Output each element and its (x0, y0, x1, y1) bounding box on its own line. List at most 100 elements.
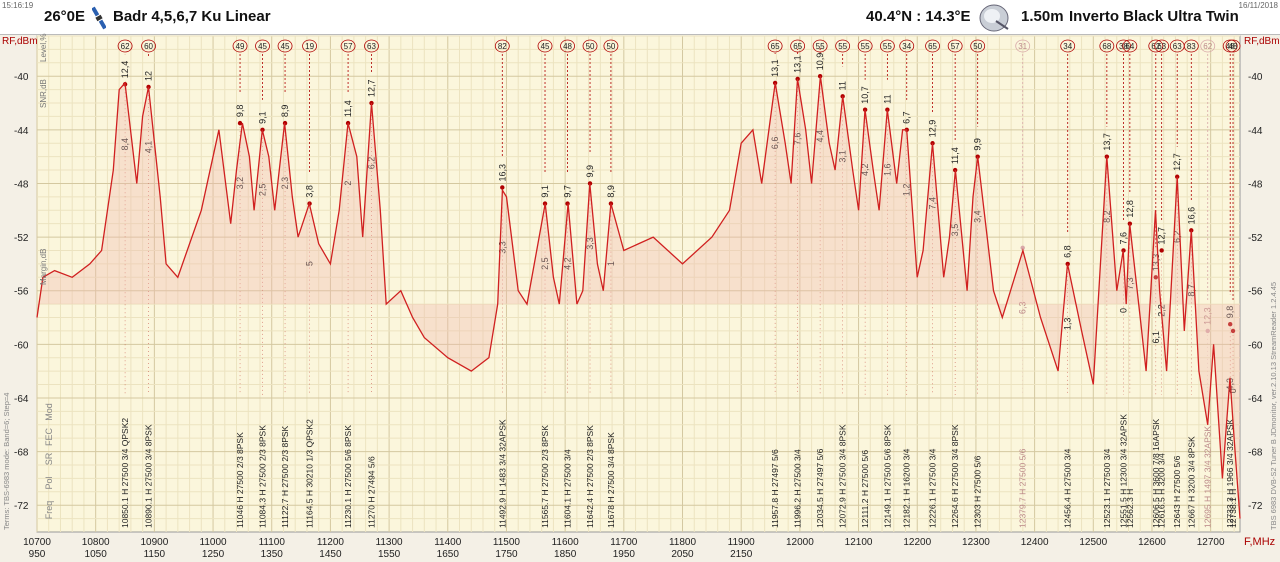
carrier-info: 12733.3 H 1966 3/4 32APSK (1225, 419, 1235, 528)
level-badge (835, 39, 851, 53)
margin-axis-label: Margin,dB (39, 249, 48, 285)
level-value: 19 (305, 42, 314, 51)
carrier: 62 12,3 12695 H 1497 3/4 32APSK (1200, 39, 1216, 528)
margin-value: 4,4 (815, 130, 825, 143)
if-tick-label: 1150 (144, 549, 166, 560)
row-label: Freq (44, 501, 54, 520)
row-label: FEC (44, 427, 54, 446)
margin-value: 7,3 (1125, 277, 1135, 290)
level-badge (1122, 39, 1138, 53)
snr-value: 13,7 (1102, 133, 1112, 151)
y-tick-label: -48 (14, 179, 29, 190)
date-label: 16/11/2018 (1238, 1, 1278, 10)
level-badge (899, 39, 915, 53)
carrier-info: 12643 H 27500 5/6 (1172, 455, 1182, 528)
x-tick-label: 11700 (610, 537, 638, 548)
carrier-peak (1228, 322, 1233, 327)
snr-value: 9,7 (563, 185, 573, 198)
snr-value: 13,1 (770, 59, 780, 77)
carrier-info: 10850.1 H 27500 3/4 QPSK2 (120, 418, 130, 528)
carrier: 48 9,7 4,2 11604.1 H 27500 3/4 (560, 39, 575, 528)
if-tick-label: 1250 (202, 549, 225, 560)
level-value: 60 (144, 42, 153, 51)
y-tick-label-right: -40 (1248, 72, 1263, 83)
margin-value: 2,5 (258, 184, 268, 197)
level-value: 31 (1018, 42, 1027, 51)
y-tick-label: -44 (14, 126, 29, 137)
if-tick-label: 1750 (495, 549, 518, 560)
carrier-info: 12606.5 H 3600 7/8 16APSK (1151, 419, 1161, 528)
carrier-info: 11164.5 H 30210 1/3 QPSK2 (305, 419, 315, 528)
carrier: 50 9,9 3,4 12303 H 27500 5/6 (970, 39, 986, 528)
margin-value: 3,3 (497, 241, 507, 254)
level-badge (1116, 39, 1131, 53)
snr-value: 12,7 (1172, 153, 1182, 171)
row-label: SR (44, 452, 54, 465)
margin-value: 7,6 (793, 133, 803, 146)
if-tick-label: 1850 (554, 549, 577, 560)
level-badge (277, 39, 293, 53)
carrier: 50 9,9 3,3 11642.4 H 27500 2/3 8PSK (582, 39, 598, 528)
plot-area (36, 35, 1241, 533)
if-tick-label: 1450 (319, 549, 342, 560)
level-badge (141, 39, 156, 53)
level-badge (879, 39, 895, 53)
carrier: 45 9,1 2,5 11084.3 H 27500 2/3 8PSK (255, 39, 270, 528)
snr-value: 12,9 (928, 120, 938, 138)
x-tick-label: 11300 (376, 537, 404, 548)
carrier: 31 6,3 12379.7 H 27500 5/6 (1015, 39, 1031, 528)
level-value: 65 (771, 42, 780, 51)
level-value: 64 (1125, 42, 1134, 51)
level-badge (340, 39, 356, 53)
version-info: TBS 6983 DVB-S2 Tuner B JDmonitor, ver.2… (1269, 282, 1278, 530)
carrier: 55 11 3,1 12072.9 H 27500 3/4 8PSK (835, 39, 851, 528)
y-tick-label: -68 (14, 448, 29, 459)
level-badge (232, 39, 248, 53)
level-badge (1060, 39, 1076, 53)
x-tick-label: 12000 (786, 537, 814, 548)
axes: -40 -40 -44 -44 -48 -48 -52 -52 -56 -56 -60 -60 -64 -… (14, 72, 1275, 560)
carrier-peak (1159, 248, 1164, 253)
x-tick-label: 12400 (1021, 537, 1049, 548)
level-value: 83 (1187, 42, 1196, 51)
level-badge (812, 39, 828, 53)
dish-icon (978, 3, 1012, 33)
level-value: 63 (1157, 42, 1166, 51)
sat-name: Badr 4,5,6,7 Ku Linear (113, 8, 271, 25)
level-badge (537, 39, 553, 53)
carrier-info: 12072.9 H 27500 3/4 8PSK (838, 424, 848, 528)
time-label: 15:16:19 (2, 1, 34, 10)
margin-value: 6,3 (1018, 302, 1028, 315)
level-value: 55 (861, 42, 870, 51)
carrier: 63 12,7 6,2 11270 H 27494 5/6 (364, 39, 379, 528)
site-coords: 40.4°N : 14.3°E (866, 8, 971, 25)
x-tick-label: 12200 (903, 537, 931, 548)
carrier: 48 0 12738.1 H (1225, 39, 1241, 528)
carrier-info: 11604.1 H 27500 3/4 (563, 449, 573, 528)
margin-value: 3,2 (235, 177, 245, 190)
snr-value: 9,9 (973, 138, 983, 151)
level-value: 38 (1119, 42, 1128, 51)
y-tick-label: -56 (14, 287, 29, 298)
level-value: 82 (498, 42, 507, 51)
margin-value: 8,7 (1186, 284, 1196, 297)
carrier-peak (1175, 174, 1180, 179)
carrier-info: 10890.1 H 27500 3/4 8PSK (144, 424, 154, 528)
snr-value: 12,7 (366, 79, 376, 97)
margin-value: 7,4 (928, 197, 938, 210)
level-badge (560, 39, 575, 53)
level-badge (1154, 39, 1170, 53)
level-value: 50 (586, 42, 595, 51)
level-badge (603, 39, 619, 53)
snr-value: 11 (838, 81, 848, 90)
margin-value: 2 (343, 181, 353, 186)
margin-value: 4,1 (144, 141, 154, 154)
x-tick-label: 11400 (434, 537, 462, 548)
x-tick-label: 12300 (962, 537, 990, 548)
carrier-info: 12523.1 H 27500 3/4 (1102, 448, 1112, 528)
carrier-info: 12551.5 H 12300 3/4 32APSK (1119, 414, 1129, 528)
snr-value: 12,3 (1203, 307, 1213, 325)
level-value: 50 (973, 42, 982, 51)
x-tick-label: 11100 (259, 537, 286, 548)
margin-value: 8,4 (120, 138, 130, 151)
